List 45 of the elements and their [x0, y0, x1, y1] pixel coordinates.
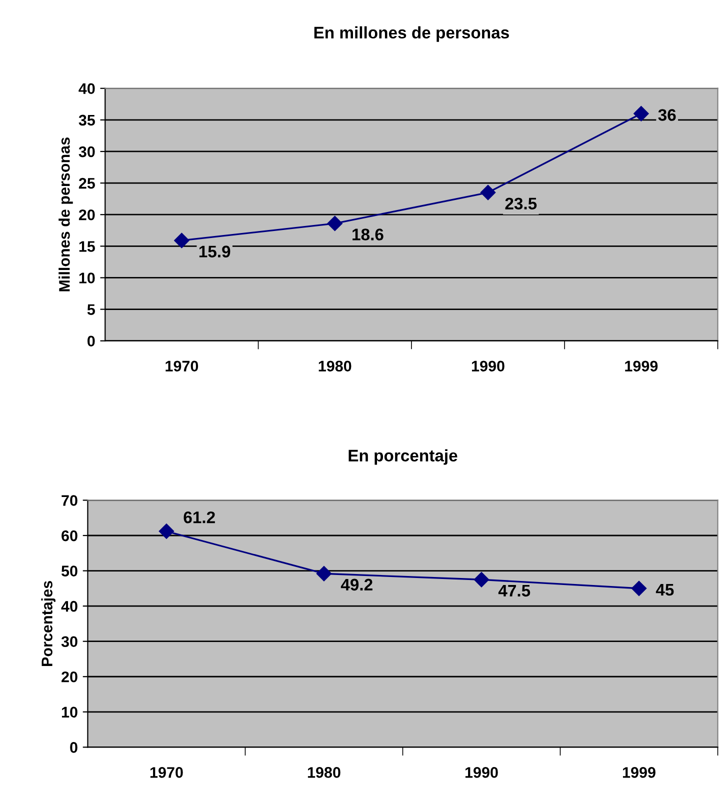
- x-tick-label: 1999: [622, 767, 656, 778]
- data-label: 15.9: [199, 246, 230, 258]
- x-tick-label: 1999: [625, 360, 658, 372]
- y-axis-title: Millones de personas: [58, 138, 73, 292]
- y-tick-label: 25: [78, 178, 95, 189]
- data-label: 36: [658, 109, 676, 121]
- chart-title: En porcentaje: [348, 449, 458, 465]
- point: [480, 184, 496, 200]
- y-axis-title: Porcentajes: [41, 581, 56, 666]
- y-tick-label: 10: [62, 706, 78, 718]
- y-tick-label: 20: [78, 209, 95, 220]
- data-label: 61.2: [184, 511, 215, 524]
- y-tick-label: 30: [61, 636, 78, 648]
- point: [634, 106, 649, 122]
- data-label: 23.5: [505, 198, 537, 210]
- y-tick-label: 5: [87, 304, 95, 315]
- y-tick-label: 10: [79, 272, 95, 284]
- y-tick-label: 40: [78, 83, 95, 94]
- chart-title: En millones de personas: [314, 26, 509, 42]
- data-label: 47.5: [498, 584, 530, 597]
- point: [174, 232, 190, 248]
- y-tick-label: 70: [62, 495, 78, 506]
- y-tick-label: 40: [61, 600, 78, 612]
- y-tick-label: 0: [70, 742, 78, 753]
- point: [631, 580, 647, 596]
- point: [158, 524, 174, 539]
- y-tick-label: 60: [62, 530, 78, 542]
- x-tick-label: 1970: [150, 767, 183, 778]
- y-tick-label: 15: [79, 241, 95, 252]
- y-tick-label: 35: [78, 114, 95, 126]
- point: [327, 216, 342, 232]
- x-tick-label: 1980: [318, 360, 352, 372]
- point: [316, 566, 332, 582]
- y-tick-label: 50: [61, 566, 78, 576]
- x-tick-label: 1990: [465, 767, 498, 778]
- y-tick-label: 0: [88, 336, 95, 347]
- data-label: 45: [656, 584, 674, 596]
- y-tick-label: 30: [78, 146, 95, 158]
- x-tick-label: 1980: [308, 767, 340, 778]
- x-tick-label: 1990: [472, 360, 504, 372]
- x-tick-label: 1970: [166, 360, 198, 372]
- data-label: 49.2: [340, 578, 372, 591]
- y-tick-label: 20: [62, 671, 78, 682]
- point: [474, 572, 490, 588]
- data-label: 18.6: [352, 228, 384, 240]
